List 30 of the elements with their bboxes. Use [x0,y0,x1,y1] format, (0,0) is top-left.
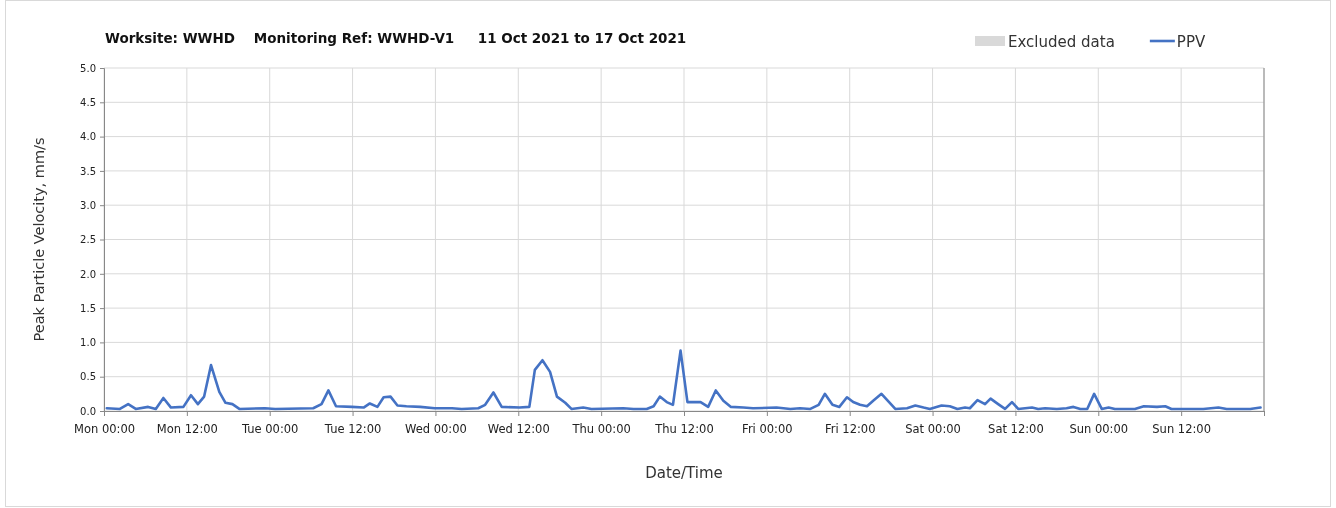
x-tick-label: Fri 00:00 [742,422,793,437]
chart-title: Worksite: WWHD Monitoring Ref: WWHD-V1 11 Oct 2021 to 17 Oct 2021 [105,30,687,46]
legend-label: PPV [1176,33,1206,51]
y-tick-label: 4.0 [80,131,96,143]
x-tick-label: Mon 12:00 [156,422,218,437]
y-tick-label: 2.0 [80,268,96,280]
y-tick-label: 3.0 [80,199,96,211]
x-tick-label: Wed 12:00 [487,422,550,437]
x-tick-label: Sat 12:00 [988,422,1044,437]
x-axis-title: Date/Time [645,464,723,482]
y-tick-label: 2.5 [80,234,96,246]
x-tick-label: Mon 00:00 [73,422,136,437]
y-tick-label: 0.0 [80,405,96,417]
y-tick-label: 3.5 [80,165,96,177]
x-tick-label: Thu 12:00 [654,422,714,437]
x-tick-label: Sun 00:00 [1069,422,1129,437]
x-tick-label: Sat 00:00 [905,422,961,437]
legend-label: Excluded data [1008,33,1115,51]
y-axis-title: Peak Particle Velocity, mm/s [31,137,47,342]
x-tick-label: Sun 12:00 [1152,422,1211,437]
y-tick-label: 0.5 [80,371,96,383]
x-tick-label: Tue 00:00 [240,422,299,437]
y-tick-label: 4.5 [80,97,96,108]
y-tick-label: 1.5 [80,302,96,314]
x-tick-label: Wed 00:00 [404,422,467,437]
x-tick-label: Fri 12:00 [824,422,876,437]
x-tick-label: Tue 12:00 [323,422,382,437]
x-tick-label: Thu 00:00 [571,422,631,437]
y-tick-label: 5.0 [80,62,96,74]
y-tick-label: 1.0 [80,337,96,349]
